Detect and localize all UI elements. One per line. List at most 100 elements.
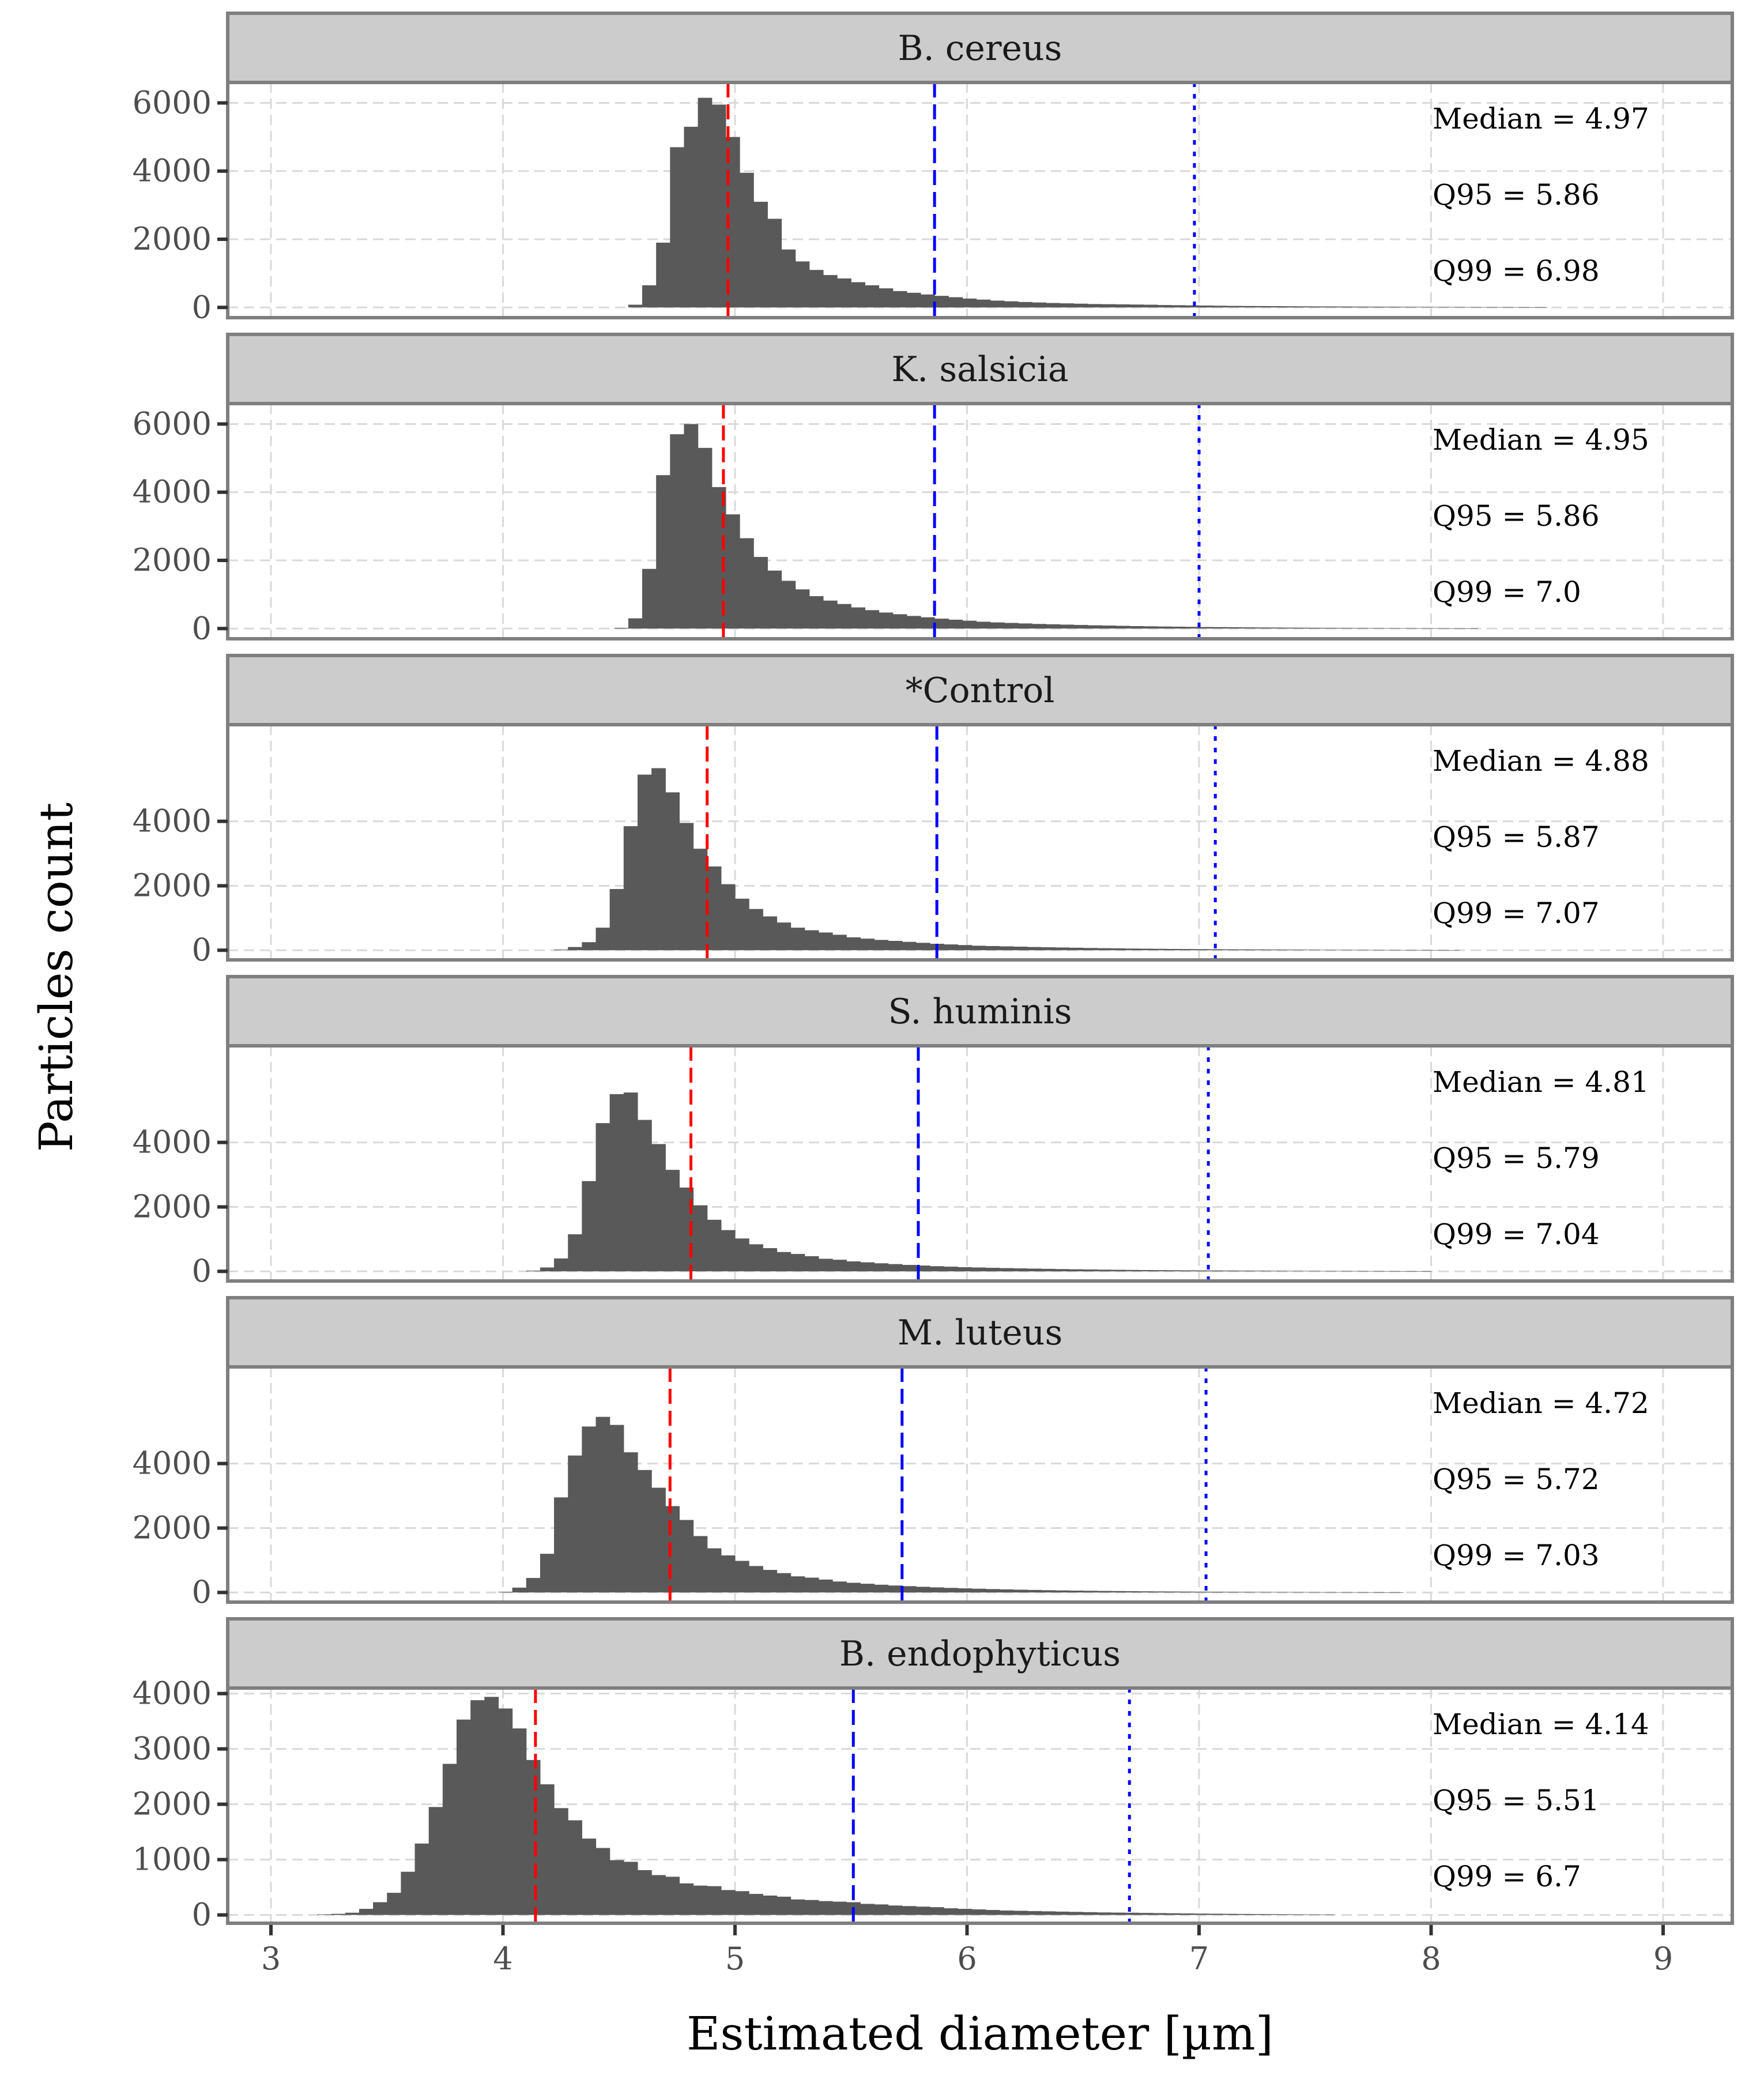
histogram-bar xyxy=(1046,303,1061,308)
histogram-bar xyxy=(1241,306,1256,308)
histogram-bar xyxy=(1087,625,1102,629)
histogram-bar xyxy=(554,1808,568,1915)
facet-strip xyxy=(226,1617,1734,1690)
histogram-bar xyxy=(985,1589,1000,1593)
histogram-bar xyxy=(1004,623,1019,629)
histogram-bar xyxy=(1055,947,1070,951)
histogram-bar xyxy=(1027,1911,1042,1915)
histogram-bar xyxy=(609,1094,624,1272)
histogram-bar xyxy=(623,1862,638,1915)
histogram-bar xyxy=(921,294,935,308)
plot-area xyxy=(229,1690,1731,1922)
y-tick-label: 0 xyxy=(192,932,212,968)
histogram-bar xyxy=(387,1893,401,1915)
histogram-bar xyxy=(512,1728,527,1915)
plot-area xyxy=(229,1369,1731,1600)
plot-area xyxy=(229,405,1731,637)
histogram-bar xyxy=(851,607,865,629)
histogram-bar xyxy=(1199,306,1213,308)
histogram-bar xyxy=(971,1267,986,1272)
histogram-bar xyxy=(628,304,643,308)
x-tick-label: 4 xyxy=(493,1941,512,1977)
histogram-bar xyxy=(976,299,991,308)
facet-panel: M. luteus Median = 4.72 Q95 = 5.72 Q99 = 7.… xyxy=(133,1296,1734,1610)
histogram-bar xyxy=(735,1561,749,1593)
x-tick-label: 9 xyxy=(1653,1941,1673,1977)
histogram-bar xyxy=(915,1587,930,1593)
histogram-bar xyxy=(414,1843,429,1915)
histogram-bar xyxy=(1018,302,1032,308)
histogram-bar xyxy=(1347,1592,1362,1593)
histogram-bar xyxy=(1041,1590,1056,1593)
histogram-bar xyxy=(1180,949,1195,951)
histogram-bar xyxy=(804,1900,819,1915)
facet-strip xyxy=(226,12,1734,84)
histogram-bar xyxy=(540,1554,555,1593)
histogram-bar xyxy=(1111,948,1125,951)
histogram-bar xyxy=(1227,306,1242,308)
histogram-bar xyxy=(1254,306,1269,308)
histogram-bar xyxy=(749,1244,763,1272)
histogram-bar xyxy=(1180,1270,1195,1272)
histogram-bar xyxy=(888,1905,903,1915)
plot-background xyxy=(228,1046,1732,1281)
histogram-bar xyxy=(1250,1914,1265,1915)
q99-annotation: Q99 = 7.0 xyxy=(1433,575,1581,609)
histogram-bar xyxy=(1403,1271,1418,1272)
histogram-bar xyxy=(1166,1591,1181,1593)
panel-border xyxy=(226,1044,1734,1283)
histogram-bar xyxy=(609,1860,624,1915)
panel-border xyxy=(226,81,1734,319)
histogram-bar xyxy=(1055,1590,1070,1593)
median-annotation: Median = 4.81 xyxy=(1433,1065,1649,1099)
histogram-bar xyxy=(1463,628,1478,629)
histogram-bar xyxy=(832,1901,847,1915)
y-tick-label: 2000 xyxy=(133,542,212,578)
histogram-bar xyxy=(749,1894,763,1915)
histogram-bar xyxy=(1533,307,1548,308)
median-annotation: Median = 4.72 xyxy=(1433,1387,1649,1420)
histogram-bar xyxy=(818,1259,833,1272)
histogram-bar xyxy=(763,1248,778,1272)
histogram-bar xyxy=(725,514,740,629)
histogram-bar xyxy=(1338,306,1353,308)
plot-background xyxy=(228,725,1732,960)
histogram-bar xyxy=(1194,949,1209,951)
histogram-bar xyxy=(735,898,749,951)
histogram-bar xyxy=(554,1258,568,1272)
histogram-bar xyxy=(934,619,949,629)
histogram-bar xyxy=(1213,627,1227,629)
histogram-bar xyxy=(1055,1269,1070,1272)
histogram-bar xyxy=(679,823,694,951)
histogram-bar xyxy=(345,1912,360,1915)
histogram-bar xyxy=(1171,627,1186,629)
histogram-bar xyxy=(1096,1269,1111,1272)
histogram-bar xyxy=(795,589,810,629)
histogram-bar xyxy=(874,1584,889,1593)
y-tick-label: 0 xyxy=(192,1574,212,1610)
q99-annotation: Q99 = 7.03 xyxy=(1433,1539,1600,1572)
facet-panel: *Control Median = 4.88 Q95 = 5.87 Q99 = 7.0… xyxy=(133,654,1734,968)
histogram-bar xyxy=(1013,947,1028,951)
histogram-bar xyxy=(777,1896,791,1915)
y-axis-title: Particles count xyxy=(29,803,83,1152)
y-tick-label: 6000 xyxy=(133,84,212,120)
histogram-bar xyxy=(790,1254,805,1272)
histogram-bar xyxy=(698,447,713,629)
histogram-bar xyxy=(568,947,582,951)
histogram-bar xyxy=(1111,1912,1125,1915)
histogram-bar xyxy=(1096,1591,1111,1593)
histogram-bar xyxy=(976,621,991,629)
histogram-bar xyxy=(837,604,851,629)
histogram-bar xyxy=(1125,1591,1139,1593)
histogram-bar xyxy=(832,1260,847,1272)
histogram-bar xyxy=(944,1267,958,1272)
histogram-bar xyxy=(679,1883,694,1915)
histogram-bar xyxy=(721,1230,736,1272)
histogram-bar xyxy=(892,291,907,308)
histogram-bar xyxy=(1185,305,1200,308)
histogram-bar xyxy=(1333,1592,1348,1593)
histogram-bar xyxy=(902,941,917,951)
histogram-bar xyxy=(1306,1271,1320,1272)
y-tick-label: 4000 xyxy=(133,1675,212,1712)
